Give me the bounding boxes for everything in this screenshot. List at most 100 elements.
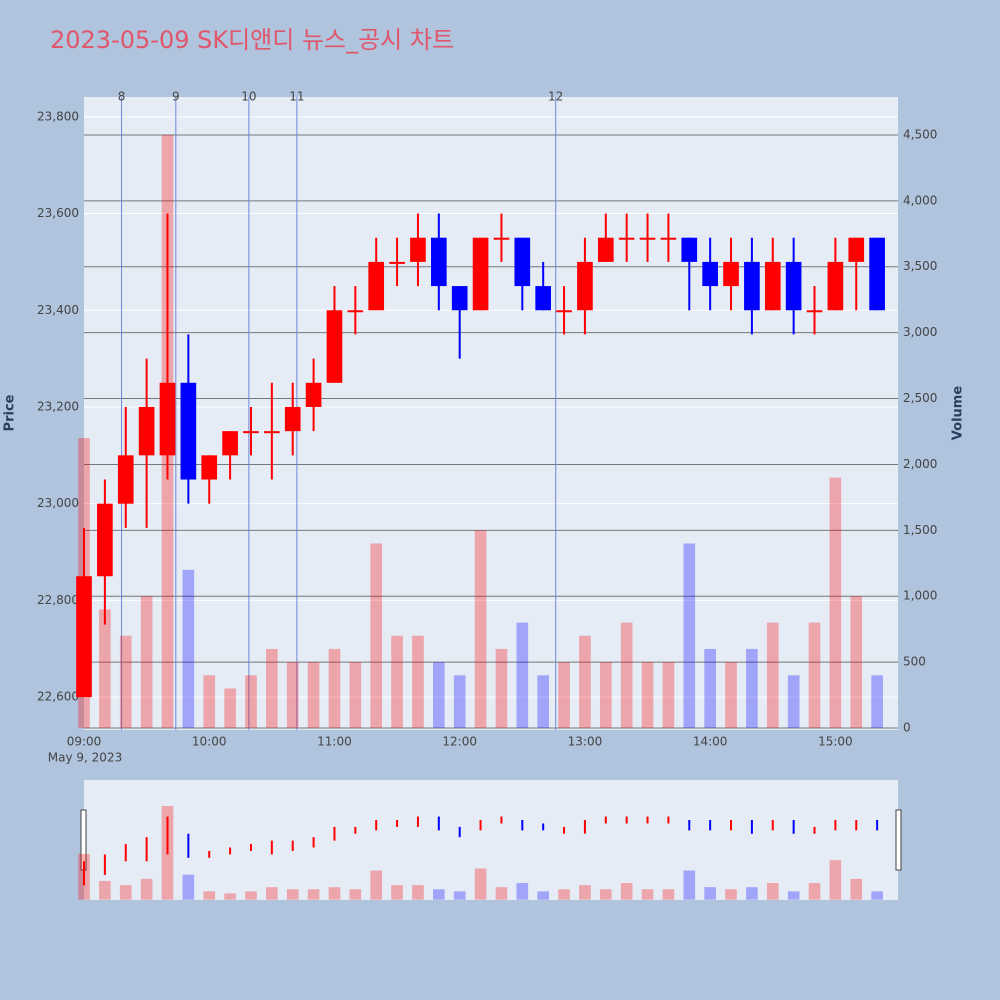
x-tick-label: 09:00 bbox=[67, 735, 102, 749]
y2-tick-label: 4,500 bbox=[903, 127, 937, 141]
mini-volume-bar bbox=[370, 870, 383, 900]
event-label: 9 bbox=[172, 90, 180, 104]
volume-bar bbox=[558, 662, 570, 729]
volume-bar bbox=[140, 596, 153, 729]
event-label: 12 bbox=[548, 90, 563, 104]
event-label: 10 bbox=[241, 90, 256, 104]
volume-bar bbox=[579, 635, 591, 729]
volume-bar bbox=[266, 648, 278, 729]
candle-body bbox=[556, 310, 572, 313]
mini-volume-bar bbox=[558, 889, 570, 900]
candle-body bbox=[451, 286, 468, 311]
mini-volume-bar bbox=[516, 883, 529, 900]
candle-body bbox=[410, 237, 426, 262]
candle-body bbox=[597, 237, 614, 262]
y-tick-label: 22,600 bbox=[37, 690, 79, 704]
mini-volume-bar bbox=[871, 891, 883, 900]
candle-body bbox=[869, 237, 885, 311]
mini-volume-bar bbox=[579, 885, 591, 900]
mini-volume-bar bbox=[495, 887, 508, 900]
y-tick-label: 23,200 bbox=[37, 399, 79, 413]
candle-body bbox=[764, 261, 781, 311]
candle-body bbox=[681, 237, 698, 262]
mini-volume-bar bbox=[245, 891, 257, 900]
mini-volume-bar bbox=[808, 883, 821, 900]
x-tick-label: 13:00 bbox=[568, 735, 603, 749]
y-axis-title: Price bbox=[3, 394, 18, 431]
volume-bar bbox=[432, 662, 445, 729]
mini-volume-bar bbox=[453, 891, 466, 900]
mini-volume-bar bbox=[474, 868, 487, 900]
candle-body bbox=[326, 310, 343, 383]
candle-body bbox=[159, 382, 176, 456]
candle-body bbox=[535, 286, 552, 311]
mini-volume-bar bbox=[662, 889, 675, 900]
x-tick-label: 10:00 bbox=[192, 735, 227, 749]
mini-volume-bar bbox=[704, 887, 716, 900]
volume-bar bbox=[203, 675, 216, 729]
volume-bar bbox=[746, 648, 758, 729]
volume-bar bbox=[662, 662, 675, 729]
mini-volume-bar bbox=[829, 860, 842, 900]
mini-volume-bar bbox=[537, 891, 550, 900]
candle-body bbox=[368, 261, 385, 311]
mini-volume-bar bbox=[746, 887, 758, 900]
y-tick-label: 22,800 bbox=[37, 593, 79, 607]
volume-bar bbox=[391, 635, 403, 729]
mini-volume-bar bbox=[641, 889, 654, 900]
candle-body bbox=[493, 237, 510, 240]
candle-body bbox=[243, 431, 259, 434]
candle-body bbox=[744, 261, 760, 311]
mini-volume-bar bbox=[412, 885, 424, 900]
candle-body bbox=[514, 237, 531, 287]
y-tick-label: 23,400 bbox=[37, 303, 79, 317]
volume-bar bbox=[599, 662, 612, 729]
mini-volume-bar bbox=[391, 885, 403, 900]
candle-body bbox=[222, 431, 238, 456]
mini-volume-bar bbox=[203, 891, 216, 900]
volume-bar bbox=[808, 622, 821, 729]
candle-body bbox=[618, 237, 635, 240]
candle-body bbox=[305, 382, 322, 407]
volume-bar bbox=[850, 596, 863, 729]
volume-bar bbox=[349, 662, 362, 729]
y2-tick-label: 2,500 bbox=[903, 391, 937, 405]
volume-bar bbox=[453, 675, 466, 729]
volume-bar bbox=[286, 662, 299, 729]
volume-bar bbox=[516, 622, 529, 729]
candle-body bbox=[577, 261, 593, 311]
x-tick-label: 12:00 bbox=[442, 735, 477, 749]
candle-body bbox=[284, 406, 301, 432]
slider-handle[interactable] bbox=[895, 809, 902, 871]
mini-volume-bar bbox=[349, 889, 362, 900]
candle-body bbox=[180, 382, 197, 480]
mini-volume-bar bbox=[266, 887, 278, 900]
y2-tick-label: 3,000 bbox=[903, 325, 937, 339]
candle-body bbox=[827, 261, 844, 311]
mini-volume-bar bbox=[99, 880, 111, 900]
volume-bar bbox=[871, 675, 883, 729]
candle-body bbox=[97, 503, 113, 577]
candle-body bbox=[264, 431, 280, 434]
mini-volume-bar bbox=[328, 887, 341, 900]
candle-body bbox=[848, 237, 865, 262]
candle-body bbox=[660, 237, 677, 240]
y-tick-label: 23,800 bbox=[37, 109, 79, 123]
mini-volume-bar bbox=[286, 889, 299, 900]
mini-volume-bar bbox=[620, 883, 633, 900]
mini-volume-bar bbox=[432, 889, 445, 900]
volume-bar bbox=[182, 569, 195, 729]
volume-bar bbox=[725, 662, 737, 729]
candle-body bbox=[138, 406, 155, 456]
volume-bar bbox=[99, 609, 111, 729]
range-slider[interactable] bbox=[84, 780, 898, 900]
mini-volume-bar bbox=[787, 891, 800, 900]
candle-body bbox=[785, 261, 802, 311]
volume-bar bbox=[224, 688, 236, 729]
volume-bar bbox=[370, 543, 383, 729]
volume-bar bbox=[683, 543, 696, 729]
mini-volume-bar bbox=[140, 878, 153, 900]
plot-area bbox=[84, 97, 898, 730]
candle-body bbox=[723, 261, 739, 287]
